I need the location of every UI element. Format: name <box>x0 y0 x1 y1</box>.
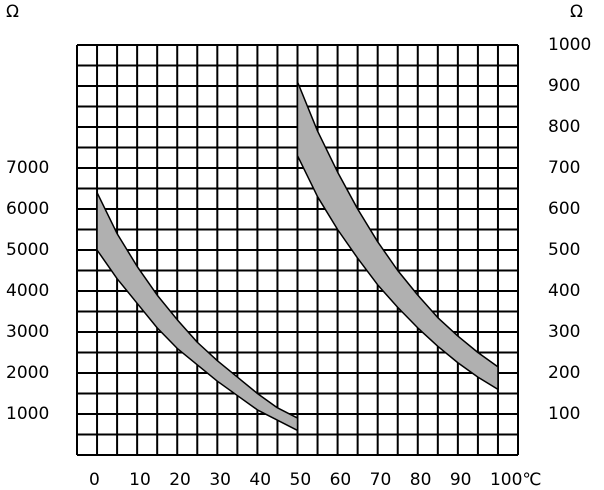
x-tick-label: 90 <box>450 470 472 490</box>
y2-tick-label: 600 <box>548 199 580 219</box>
y-tick-label: 7000 <box>6 158 49 178</box>
x-tick-label: 100℃ <box>490 470 542 490</box>
band <box>96 191 299 432</box>
x-tick-label: 20 <box>169 470 191 490</box>
y-tick-label: 1000 <box>6 404 49 424</box>
y2-tick-label: 300 <box>548 322 580 342</box>
y2-tick-label: 900 <box>548 76 580 96</box>
y2-tick-label: 200 <box>548 363 580 383</box>
y-tick-label: 2000 <box>6 363 49 383</box>
x-tick-label: 70 <box>370 470 392 490</box>
y2-tick-label: 100 <box>548 404 580 424</box>
x-tick-label: 10 <box>129 470 151 490</box>
y-tick-label: 4000 <box>6 281 49 301</box>
y-tick-label: 5000 <box>6 240 49 260</box>
y-tick-label: 6000 <box>6 199 49 219</box>
x-tick-label: 0 <box>89 470 100 490</box>
band <box>296 81 499 391</box>
y2-tick-label: 800 <box>548 117 580 137</box>
x-tick-label: 50 <box>290 470 312 490</box>
y2-tick-label: 500 <box>548 240 580 260</box>
y2-axis-unit: Ω <box>570 2 583 22</box>
x-tick-label: 30 <box>209 470 231 490</box>
x-tick-label: 40 <box>249 470 271 490</box>
y2-tick-label: 700 <box>548 158 580 178</box>
y2-tick-label: 400 <box>548 281 580 301</box>
y-axis-unit: Ω <box>6 2 19 22</box>
y2-tick-label: 1000 <box>548 35 591 55</box>
x-tick-label: 60 <box>330 470 352 490</box>
x-tick-label: 80 <box>410 470 432 490</box>
y-tick-label: 3000 <box>6 322 49 342</box>
